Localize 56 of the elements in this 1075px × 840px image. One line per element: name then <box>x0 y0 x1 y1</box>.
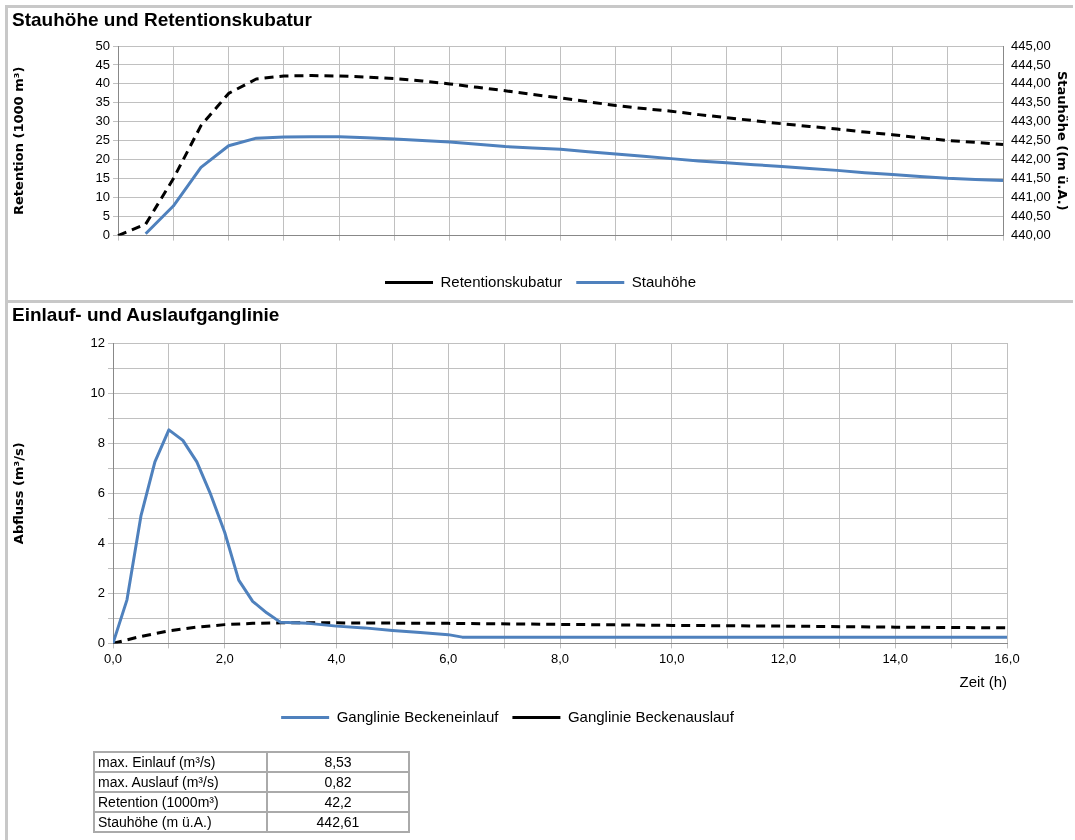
y2-tick-label: 442,50 <box>1011 132 1051 148</box>
text: 442,61 <box>267 812 409 832</box>
y2-tick-label: 441,50 <box>1011 170 1051 186</box>
y-tick-label: 20 <box>95 151 110 167</box>
y-axis-title: Retention (1000 m³) <box>11 66 27 215</box>
y-tick-label: 5 <box>102 208 110 224</box>
y-tick-label: 2 <box>97 584 105 600</box>
text: Stauhöhe (m ü.A.) <box>94 812 267 832</box>
y2-axis-title: Stauhöhe ((m ü.A.) <box>1054 70 1070 211</box>
x-axis-title: Zeit (h) <box>959 673 1007 691</box>
y2-tick-label: 443,50 <box>1011 94 1051 110</box>
legend-label: Stauhöhe <box>631 272 696 290</box>
x-tick-label: 0,0 <box>103 650 123 666</box>
y-tick-label: 4 <box>97 534 105 550</box>
y-tick-label: 10 <box>95 189 110 205</box>
text: 0,82 <box>267 772 409 792</box>
y2-tick-label: 442,00 <box>1011 151 1051 167</box>
y-tick-label: 0 <box>97 634 105 650</box>
legend-label: Retentionskubatur <box>440 272 563 290</box>
y-tick-label: 25 <box>95 132 110 148</box>
chart-title: Stauhöhe und Retentionskubatur <box>12 9 312 31</box>
y2-tick-label: 445,00 <box>1011 37 1051 53</box>
y-tick-label: 15 <box>95 170 110 186</box>
x-tick-label: 10,0 <box>659 650 685 666</box>
text: 42,2 <box>267 792 409 812</box>
legend-label: Ganglinie Beckenauslauf <box>567 707 735 725</box>
y2-tick-label: 441,00 <box>1011 189 1051 205</box>
y2-tick-label: 443,00 <box>1011 113 1051 129</box>
y-tick-label: 50 <box>95 37 110 53</box>
text: Retention (1000m³) <box>94 792 267 812</box>
x-tick-label: 2,0 <box>215 650 234 666</box>
y2-tick-label: 440,00 <box>1011 227 1051 243</box>
x-tick-label: 12,0 <box>770 650 797 666</box>
y-tick-label: 12 <box>90 334 105 350</box>
x-tick-label: 8,0 <box>550 650 570 666</box>
x-tick-label: 6,0 <box>439 650 458 666</box>
y2-tick-label: 444,50 <box>1011 56 1051 72</box>
y-tick-label: 35 <box>95 94 110 110</box>
y-tick-label: 45 <box>95 56 110 72</box>
y2-tick-label: 440,50 <box>1011 208 1051 224</box>
legend-label: Ganglinie Beckeneinlauf <box>336 707 500 725</box>
y-tick-label: 10 <box>90 384 105 400</box>
y-tick-label: 6 <box>97 484 105 500</box>
y-tick-label: 40 <box>95 75 110 91</box>
x-tick-label: 14,0 <box>882 650 908 666</box>
x-tick-label: 4,0 <box>327 650 346 666</box>
text: 8,53 <box>267 752 409 772</box>
x-tick-label: 16,0 <box>994 650 1020 666</box>
y2-tick-label: 444,00 <box>1011 75 1051 91</box>
y-tick-label: 0 <box>102 227 110 243</box>
y-tick-label: 30 <box>95 113 110 129</box>
text: max. Einlauf (m³/s) <box>94 752 267 772</box>
chart-title: Einlauf- und Auslaufganglinie <box>12 304 280 326</box>
text: max. Auslauf (m³/s) <box>94 772 267 792</box>
y-tick-label: 8 <box>97 434 105 450</box>
y-axis-title: Abfluss (m³/s) <box>11 442 27 545</box>
